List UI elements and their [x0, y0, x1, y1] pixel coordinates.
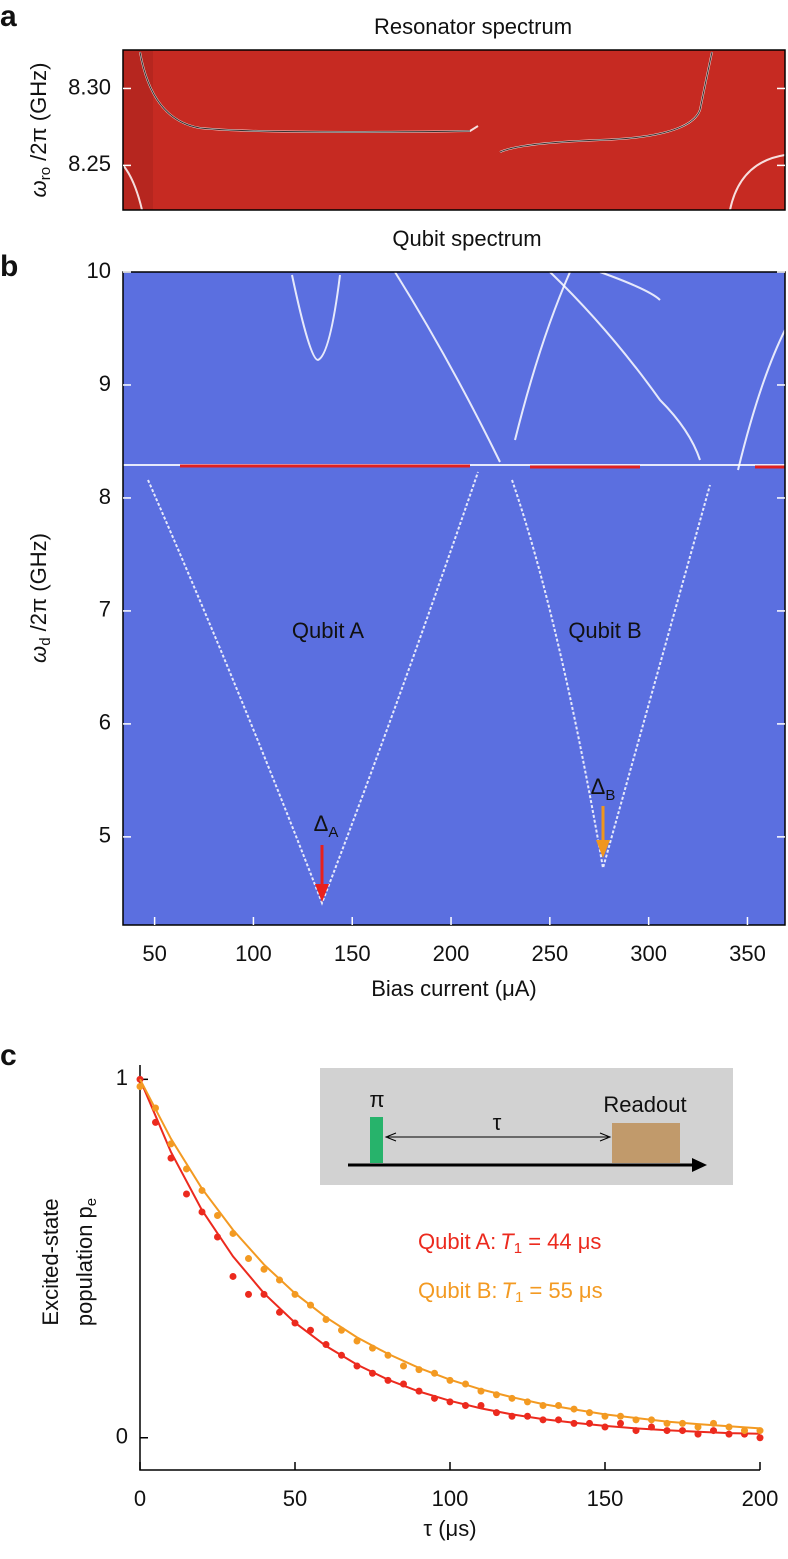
annotation: ΔA	[314, 811, 339, 841]
heatmap-features	[123, 271, 786, 906]
data-point	[741, 1427, 748, 1435]
inset	[320, 1068, 733, 1185]
x-tick-label: 300	[630, 941, 667, 966]
inset-label: τ	[493, 1110, 502, 1135]
y-tick-label: 6	[99, 710, 111, 735]
x-axis-label: τ (μs)	[423, 1516, 476, 1541]
data-point	[756, 1434, 764, 1442]
x-tick-label: 200	[742, 1486, 779, 1511]
y-axis-label: Excited-state	[38, 1198, 63, 1325]
x-tick-label: 100	[432, 1486, 469, 1511]
y-axis-label: ωro /2π (GHz)	[26, 63, 54, 198]
data-point	[725, 1430, 733, 1438]
annotation: Qubit B	[568, 618, 641, 643]
data-point	[229, 1272, 237, 1280]
panel-label: b	[0, 250, 18, 283]
x-tick-label: 100	[235, 941, 272, 966]
annotation: ΔB	[591, 774, 616, 804]
y-tick-label: 0	[116, 1424, 128, 1449]
frame	[122, 271, 786, 926]
y-tick-label: 8.30	[68, 74, 111, 99]
y-tick-label: 1	[116, 1065, 128, 1090]
arrows	[315, 806, 610, 902]
frame	[122, 49, 786, 211]
y-tick-label: 8	[99, 484, 111, 509]
panel-title: Qubit spectrum	[392, 226, 541, 251]
x-tick-label: 0	[134, 1486, 146, 1511]
data-point	[400, 1362, 407, 1370]
x-tick-label: 200	[433, 941, 470, 966]
panel-label: c	[0, 1039, 17, 1072]
x-tick-label: 350	[729, 941, 766, 966]
x-tick-label: 150	[587, 1486, 624, 1511]
y-tick-label: 8.25	[68, 151, 111, 176]
annotation: Qubit A	[292, 618, 364, 643]
data-point	[183, 1190, 190, 1198]
x-axis-label: Bias current (μA)	[371, 976, 537, 1001]
data-point	[694, 1423, 702, 1431]
legend-entry: Qubit A: T1 = 44 μs	[418, 1229, 601, 1257]
data-point	[245, 1255, 252, 1263]
y-tick-label: 9	[99, 371, 111, 396]
x-tick-label: 50	[283, 1486, 307, 1511]
heatmap	[123, 272, 785, 925]
fit-line	[139, 1078, 761, 1435]
legend-entry: Qubit B: T1 = 55 μs	[418, 1278, 603, 1306]
heatmap-features	[122, 50, 786, 211]
y-axis-label: ωd /2π (GHz)	[26, 533, 54, 663]
data-point	[617, 1419, 624, 1427]
panel-label: a	[0, 0, 17, 33]
inset-label: π	[369, 1087, 384, 1112]
y-tick-label: 7	[99, 597, 111, 622]
x-tick-label: 150	[334, 941, 371, 966]
y-tick-label: 5	[99, 823, 111, 848]
y-axis-label: population pe	[72, 1198, 100, 1326]
data-point	[245, 1290, 252, 1298]
inset-label: Readout	[603, 1092, 686, 1117]
data-point	[214, 1212, 221, 1220]
x-tick-label: 250	[531, 941, 568, 966]
fit-line	[139, 1078, 761, 1430]
panel-title: Resonator spectrum	[374, 14, 572, 39]
y-tick-label: 10	[87, 258, 111, 283]
x-tick-label: 50	[142, 941, 166, 966]
